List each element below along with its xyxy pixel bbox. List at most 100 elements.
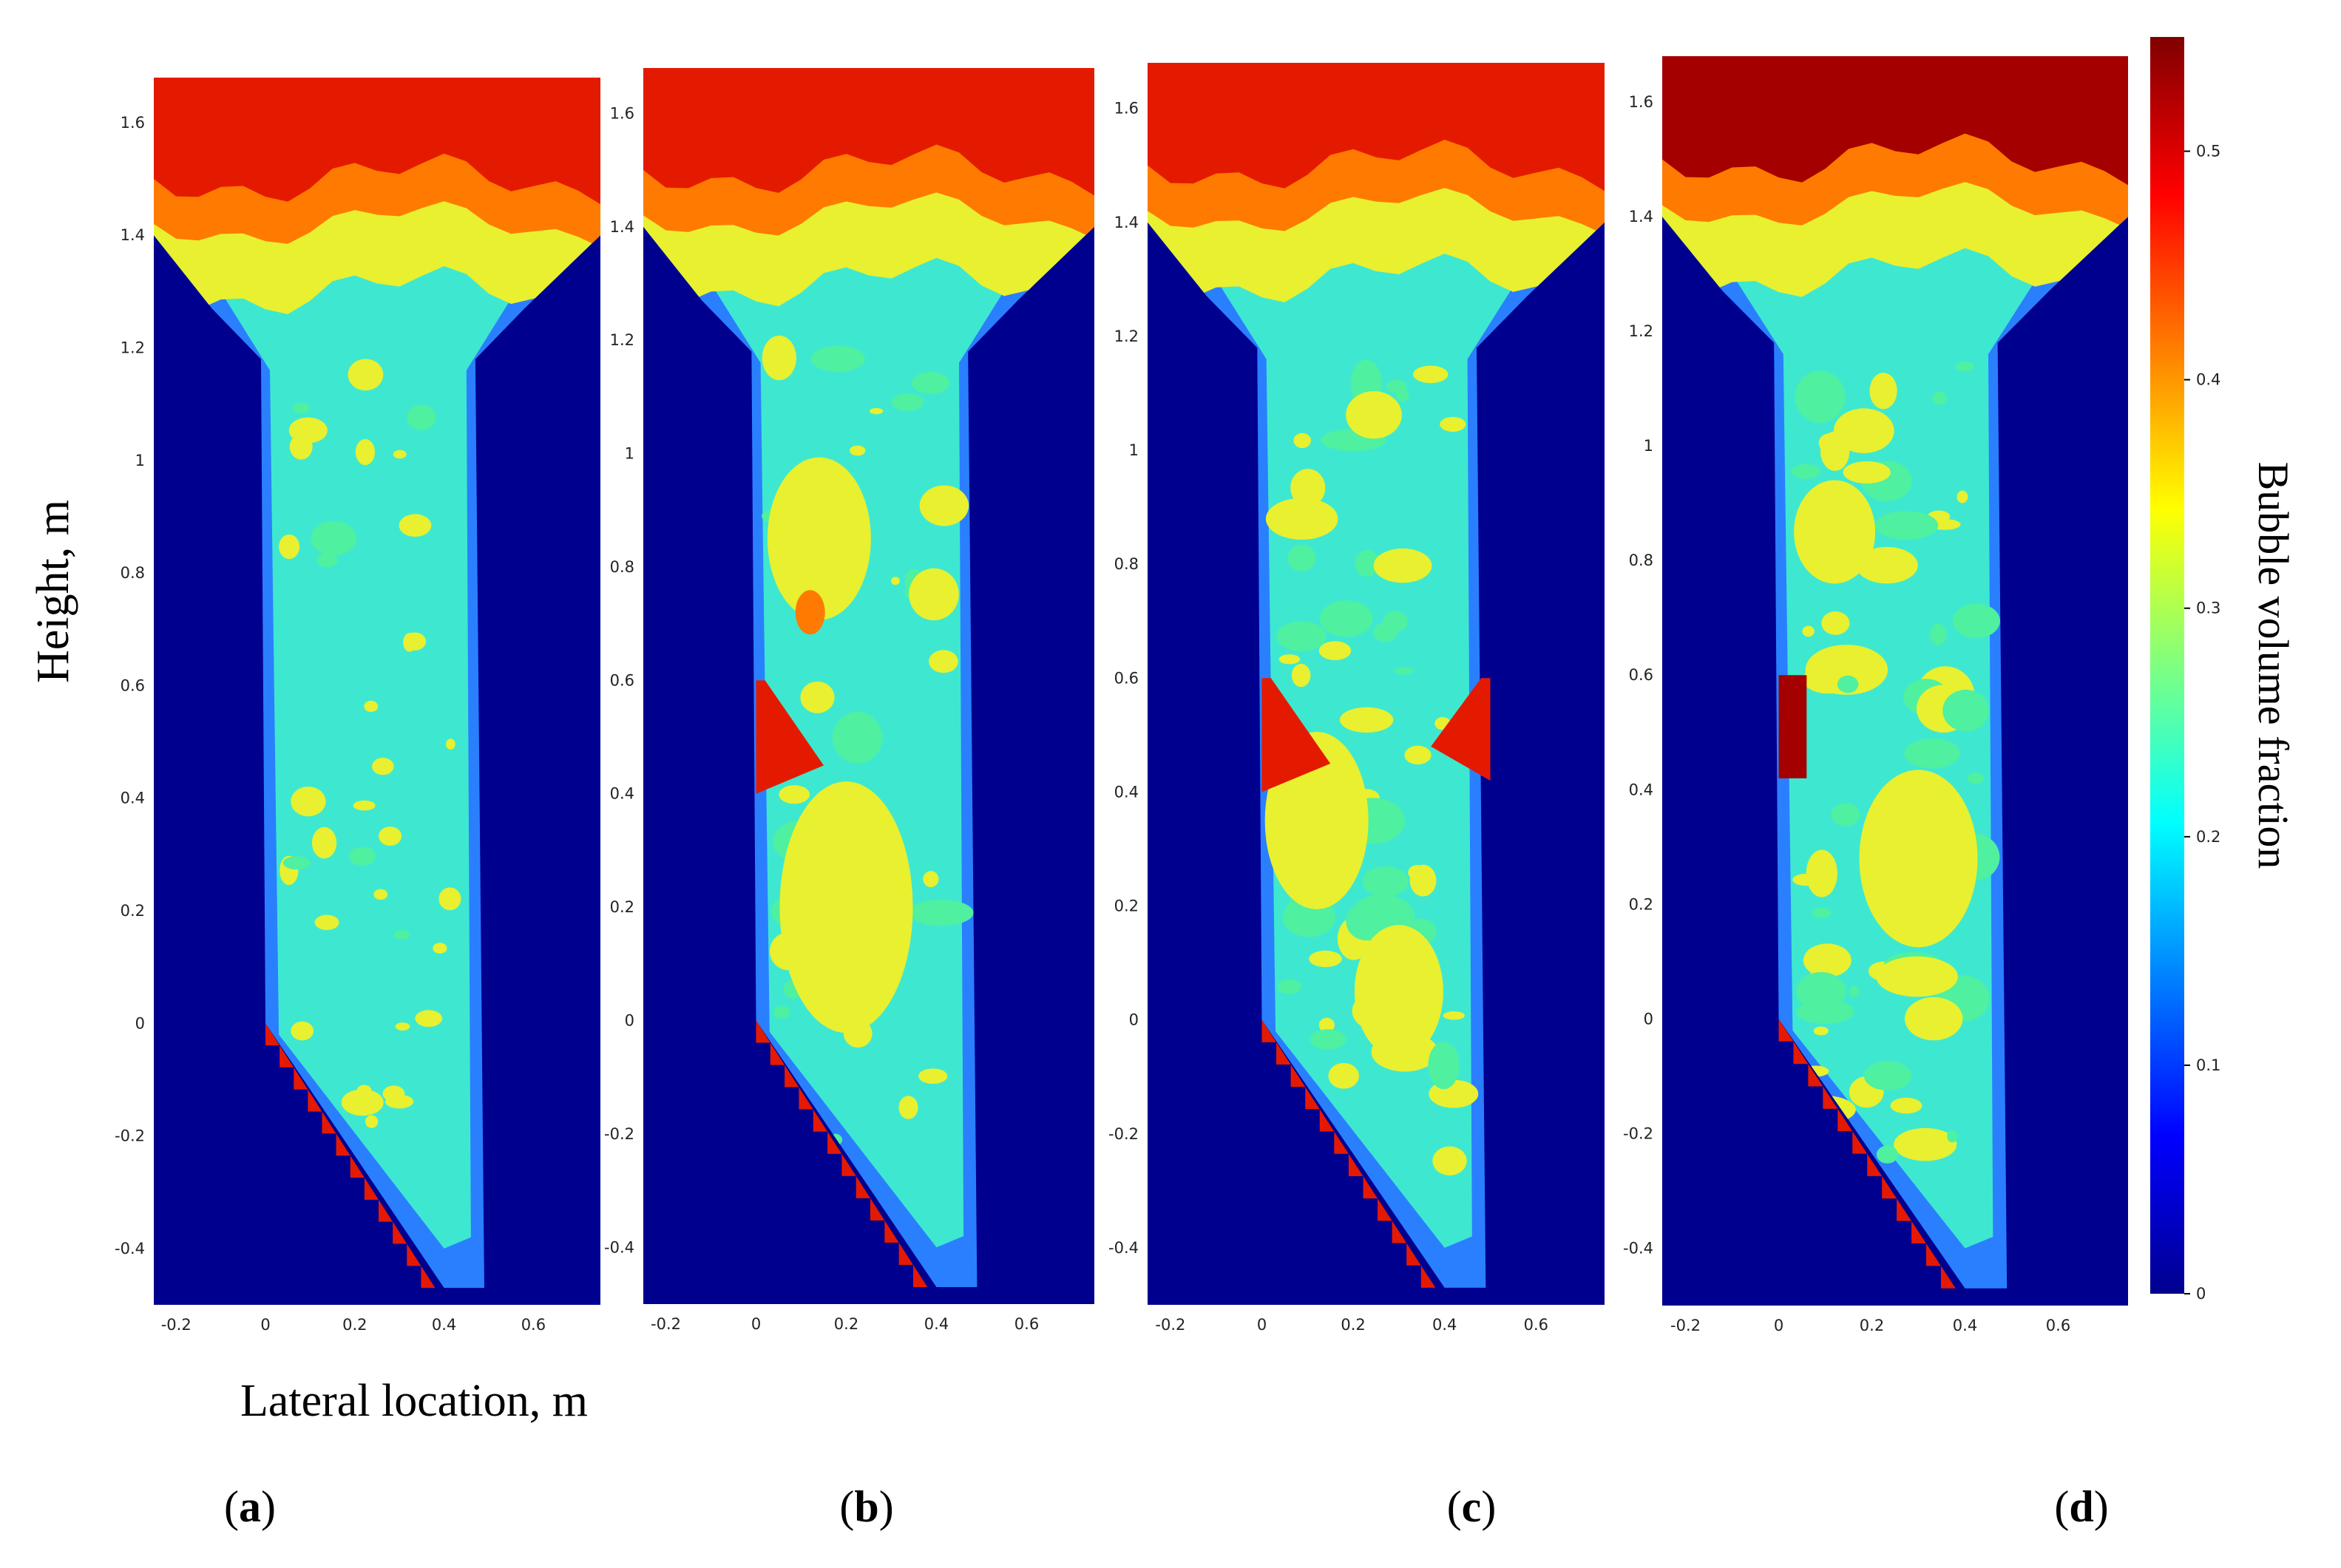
- y-axis-label: Height, m: [28, 500, 78, 683]
- bubble-patch: [1952, 603, 2000, 639]
- bubble-patch: [1876, 956, 1958, 997]
- axes: -0.2 0 0.2 0.4 0.6 -0.4 -0.2 0 0.2 0.4 0.6 0.8 1 1.2 1…: [1623, 93, 2070, 1334]
- y-tick-label: -0.2: [1108, 1125, 1139, 1143]
- yellow-zone: [767, 457, 871, 620]
- bubble-patch: [365, 1115, 379, 1128]
- bubble-patch: [929, 650, 958, 673]
- y-tick-label: 0.8: [610, 558, 634, 576]
- bubble-patch: [1806, 849, 1837, 897]
- x-tick-label: 0.2: [1341, 1316, 1365, 1334]
- distributor-tooth: [1808, 1064, 1823, 1087]
- colorbar-tick-label: 0.4: [2196, 371, 2220, 389]
- bubble-patch: [291, 786, 326, 817]
- y-tick-label: 1: [1129, 441, 1139, 459]
- bubble-patch: [891, 577, 900, 586]
- panel-label-c-letter: c: [1462, 1482, 1482, 1531]
- x-tick-label: 0: [260, 1316, 270, 1334]
- bubble-patch: [341, 1089, 384, 1116]
- yellow-zone: [1859, 770, 1978, 948]
- x-tick-label: 0: [751, 1315, 761, 1333]
- y-tick-label: 0.2: [121, 902, 145, 920]
- x-tick-label: 0.6: [2046, 1317, 2070, 1334]
- y-tick-label: 1: [625, 445, 634, 463]
- heatmap-panels: -0.2 0 0.2 0.4 0.6 -0.4 -0.2 0 0.2 0.4 0.6 0.8 1 1.2 1…: [115, 56, 2128, 1334]
- bubble-patch: [373, 889, 388, 900]
- x-tick-label: 0.2: [1860, 1317, 1884, 1334]
- bubble-patch: [1291, 663, 1311, 688]
- y-tick-label: 1.2: [1114, 327, 1139, 345]
- bubble-patch: [291, 1021, 314, 1041]
- colorbar-tick-label: 0.5: [2196, 143, 2220, 160]
- bubble-patch: [311, 520, 357, 556]
- distributor-tooth: [1823, 1086, 1838, 1109]
- distributor-tooth: [1348, 1153, 1363, 1176]
- x-tick-label: -0.2: [1155, 1316, 1185, 1334]
- x-tick-label: 0: [1774, 1317, 1783, 1334]
- distributor-tooth: [407, 1243, 421, 1266]
- distributor-tooth: [1261, 1019, 1277, 1042]
- yellow-zone: [1354, 925, 1443, 1059]
- y-tick-label: -0.4: [115, 1240, 145, 1258]
- y-tick-label: 0.6: [1114, 669, 1139, 687]
- panel-label-d: (d): [2054, 1482, 2108, 1531]
- x-tick-label: 0.2: [342, 1316, 367, 1334]
- y-tick-label: 0.2: [1629, 895, 1653, 913]
- yellow-zone: [779, 781, 913, 1034]
- bubble-patch: [407, 404, 436, 430]
- panel-a: -0.2 0 0.2 0.4 0.6 -0.4 -0.2 0 0.2 0.4 0.6 0.8 1 1.2 1…: [115, 78, 600, 1334]
- distributor-tooth: [756, 1020, 770, 1043]
- distributor-tooth: [841, 1153, 856, 1176]
- bubble-patch: [1318, 641, 1352, 661]
- bubble-patch: [1890, 1097, 1922, 1114]
- bubble-patch: [1428, 1042, 1460, 1090]
- bubble-patch: [279, 534, 300, 560]
- bubble-patch: [1874, 511, 1939, 540]
- panel-label-d-letter: d: [2069, 1482, 2093, 1531]
- bubble-patch: [832, 712, 883, 764]
- core-region: [1676, 56, 2115, 1249]
- y-tick-label: -0.4: [1108, 1239, 1139, 1257]
- bubble-patch: [1443, 1011, 1465, 1020]
- bubble-patch: [923, 871, 939, 888]
- distributor-tooth: [336, 1133, 350, 1156]
- axes: -0.2 0 0.2 0.4 0.6 -0.4 -0.2 0 0.2 0.4 0.6 0.8 1 1.2 1…: [1108, 100, 1548, 1334]
- bubble-patch: [353, 800, 376, 811]
- bubble-patch: [1432, 1146, 1467, 1176]
- y-tick-label: 0.6: [121, 676, 145, 694]
- bubble-patch: [1863, 1061, 1912, 1091]
- baffle-left: [1261, 678, 1331, 793]
- bubble-patch: [1802, 625, 1815, 637]
- red-top-layer: [643, 68, 1094, 196]
- distributor-tooth: [1940, 1266, 1956, 1289]
- bubble-patch: [372, 757, 394, 775]
- bubble-patch: [1831, 803, 1860, 827]
- distributor-tooth: [1837, 1108, 1853, 1132]
- distributor-tooth: [827, 1131, 842, 1154]
- distributor-tooth: [393, 1221, 407, 1244]
- red-top-layer: [1662, 56, 2128, 186]
- bubble-patch: [1833, 408, 1894, 453]
- bubble-patch: [1904, 739, 1961, 769]
- x-tick-label: 0.4: [1953, 1317, 1977, 1334]
- distributor-tooth: [1290, 1065, 1306, 1087]
- y-tick-label: 1.4: [1629, 208, 1653, 225]
- y-tick-label: 0.4: [121, 790, 145, 807]
- bubble-patch: [1795, 370, 1846, 423]
- yellow-zone: [1794, 480, 1876, 584]
- distributor-tooth: [265, 1023, 280, 1046]
- x-tick-label: 0.2: [834, 1315, 858, 1333]
- bubble-patch: [1957, 490, 1968, 503]
- x-axis-label: Lateral location, m: [240, 1376, 588, 1426]
- bubble-patch: [379, 827, 402, 846]
- bubble-patch: [1818, 433, 1840, 453]
- bubble-patch: [393, 449, 407, 459]
- colorbar-label: Bubble volume fraction: [2249, 462, 2297, 869]
- y-tick-label: 0.4: [1114, 783, 1139, 801]
- bubble-patch: [1930, 623, 1947, 645]
- y-tick-label: 0.2: [610, 898, 634, 916]
- bubble-patch: [1876, 1145, 1898, 1164]
- y-tick-label: 1.6: [1629, 93, 1653, 111]
- x-tick-label: 0.4: [1432, 1316, 1457, 1334]
- bubble-patch: [1278, 654, 1301, 665]
- bubble-patch: [1821, 611, 1850, 635]
